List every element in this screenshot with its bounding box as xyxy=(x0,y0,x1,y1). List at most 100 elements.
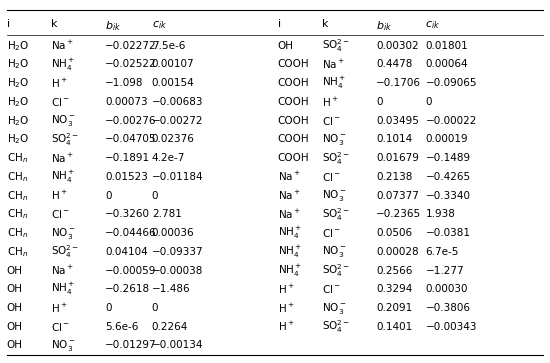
Text: −0.00134: −0.00134 xyxy=(152,340,204,350)
Text: 0.00036: 0.00036 xyxy=(152,228,195,238)
Text: Na$^+$: Na$^+$ xyxy=(51,152,74,165)
Text: CH$_n$: CH$_n$ xyxy=(7,189,28,203)
Text: −1.277: −1.277 xyxy=(426,266,464,276)
Text: −0.3806: −0.3806 xyxy=(426,303,470,313)
Text: OH: OH xyxy=(7,266,23,276)
Text: 0.2264: 0.2264 xyxy=(152,322,188,332)
Text: $b_{ik}$: $b_{ik}$ xyxy=(376,19,392,33)
Text: 0: 0 xyxy=(152,303,158,313)
Text: −0.4265: −0.4265 xyxy=(426,172,471,182)
Text: 0.00302: 0.00302 xyxy=(376,41,419,51)
Text: Cl$^-$: Cl$^-$ xyxy=(322,171,340,183)
Text: SO$_4^{2-}$: SO$_4^{2-}$ xyxy=(51,244,79,260)
Text: H$_2$O: H$_2$O xyxy=(7,132,29,146)
Text: SO$_4^{2-}$: SO$_4^{2-}$ xyxy=(322,37,350,54)
Text: NO$_3^-$: NO$_3^-$ xyxy=(322,244,346,259)
Text: −0.0381: −0.0381 xyxy=(426,228,470,238)
Text: COOH: COOH xyxy=(278,116,309,126)
Text: −0.1489: −0.1489 xyxy=(426,153,471,163)
Text: 2.781: 2.781 xyxy=(152,209,182,219)
Text: −0.2365: −0.2365 xyxy=(376,209,421,219)
Text: H$_2$O: H$_2$O xyxy=(7,95,29,109)
Text: CH$_n$: CH$_n$ xyxy=(7,245,28,259)
Text: $b_{ik}$: $b_{ik}$ xyxy=(106,19,122,33)
Text: 0.07377: 0.07377 xyxy=(376,191,419,201)
Text: −0.02272: −0.02272 xyxy=(106,41,157,51)
Text: 0.00064: 0.00064 xyxy=(426,60,468,69)
Text: Na$^+$: Na$^+$ xyxy=(278,170,301,183)
Text: NH$_4^+$: NH$_4^+$ xyxy=(51,281,75,297)
Text: 7.5e-6: 7.5e-6 xyxy=(152,41,185,51)
Text: Cl$^-$: Cl$^-$ xyxy=(322,115,340,127)
Text: Cl$^-$: Cl$^-$ xyxy=(51,321,70,333)
Text: SO$_4^{2-}$: SO$_4^{2-}$ xyxy=(51,131,79,148)
Text: 0.01523: 0.01523 xyxy=(106,172,148,182)
Text: COOH: COOH xyxy=(278,78,309,88)
Text: NH$_4^+$: NH$_4^+$ xyxy=(51,169,75,185)
Text: −0.02522: −0.02522 xyxy=(106,60,157,69)
Text: 0.1401: 0.1401 xyxy=(376,322,412,332)
Text: 0.1014: 0.1014 xyxy=(376,134,412,144)
Text: Cl$^-$: Cl$^-$ xyxy=(51,96,70,108)
Text: OH: OH xyxy=(7,340,23,350)
Text: −0.3260: −0.3260 xyxy=(106,209,150,219)
Text: 0.4478: 0.4478 xyxy=(376,60,412,69)
Text: Na$^+$: Na$^+$ xyxy=(51,39,74,52)
Text: COOH: COOH xyxy=(278,60,309,69)
Text: −0.04705: −0.04705 xyxy=(106,134,157,144)
Text: 0.2091: 0.2091 xyxy=(376,303,412,313)
Text: OH: OH xyxy=(7,322,23,332)
Text: 0.00028: 0.00028 xyxy=(376,247,419,257)
Text: CH$_n$: CH$_n$ xyxy=(7,207,28,221)
Text: H$_2$O: H$_2$O xyxy=(7,39,29,53)
Text: −0.00038: −0.00038 xyxy=(152,266,204,276)
Text: COOH: COOH xyxy=(278,153,309,163)
Text: 0: 0 xyxy=(426,97,432,107)
Text: CH$_n$: CH$_n$ xyxy=(7,226,28,240)
Text: i: i xyxy=(278,19,281,29)
Text: k: k xyxy=(322,19,328,29)
Text: −0.09337: −0.09337 xyxy=(152,247,204,257)
Text: 0.00154: 0.00154 xyxy=(152,78,195,88)
Text: −0.01297: −0.01297 xyxy=(106,340,157,350)
Text: −0.00683: −0.00683 xyxy=(152,97,204,107)
Text: OH: OH xyxy=(278,41,294,51)
Text: k: k xyxy=(51,19,57,29)
Text: CH$_n$: CH$_n$ xyxy=(7,151,28,165)
Text: NO$_3^-$: NO$_3^-$ xyxy=(51,113,75,128)
Text: 0.00073: 0.00073 xyxy=(106,97,148,107)
Text: NO$_3^-$: NO$_3^-$ xyxy=(51,338,75,353)
Text: −1.486: −1.486 xyxy=(152,284,190,294)
Text: 0.00019: 0.00019 xyxy=(426,134,468,144)
Text: NO$_3^-$: NO$_3^-$ xyxy=(322,132,346,147)
Text: H$^+$: H$^+$ xyxy=(278,283,294,296)
Text: 0.2566: 0.2566 xyxy=(376,266,412,276)
Text: COOH: COOH xyxy=(278,134,309,144)
Text: H$^+$: H$^+$ xyxy=(278,320,294,333)
Text: Cl$^-$: Cl$^-$ xyxy=(51,208,70,220)
Text: Na$^+$: Na$^+$ xyxy=(278,208,301,221)
Text: OH: OH xyxy=(7,303,23,313)
Text: 0: 0 xyxy=(106,191,112,201)
Text: −0.1891: −0.1891 xyxy=(106,153,151,163)
Text: SO$_4^{2-}$: SO$_4^{2-}$ xyxy=(322,206,350,223)
Text: H$_2$O: H$_2$O xyxy=(7,76,29,90)
Text: H$^+$: H$^+$ xyxy=(51,189,67,202)
Text: 0.01679: 0.01679 xyxy=(376,153,419,163)
Text: OH: OH xyxy=(7,284,23,294)
Text: SO$_4^{2-}$: SO$_4^{2-}$ xyxy=(322,150,350,167)
Text: CH$_n$: CH$_n$ xyxy=(7,170,28,184)
Text: 0.2138: 0.2138 xyxy=(376,172,412,182)
Text: $c_{ik}$: $c_{ik}$ xyxy=(152,19,167,31)
Text: −1.098: −1.098 xyxy=(106,78,144,88)
Text: H$^+$: H$^+$ xyxy=(51,77,67,90)
Text: −0.00343: −0.00343 xyxy=(426,322,477,332)
Text: COOH: COOH xyxy=(278,97,309,107)
Text: 1.938: 1.938 xyxy=(426,209,455,219)
Text: −0.1706: −0.1706 xyxy=(376,78,421,88)
Text: 0.04104: 0.04104 xyxy=(106,247,148,257)
Text: 0: 0 xyxy=(152,191,158,201)
Text: −0.00276: −0.00276 xyxy=(106,116,157,126)
Text: NH$_4^+$: NH$_4^+$ xyxy=(278,262,302,278)
Text: SO$_4^{2-}$: SO$_4^{2-}$ xyxy=(322,262,350,279)
